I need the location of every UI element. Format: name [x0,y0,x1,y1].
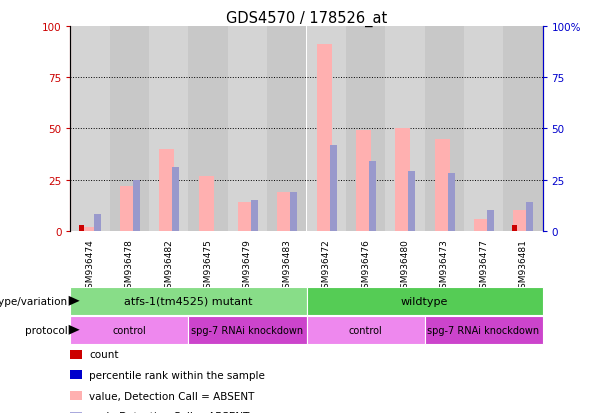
Bar [385,27,424,231]
Bar [70,27,110,231]
Bar [512,225,517,231]
Bar [133,180,140,231]
Bar [408,172,416,231]
Bar [424,27,464,231]
Text: genotype/variation: genotype/variation [0,296,67,306]
Bar [110,27,149,231]
Text: spg-7 RNAi knockdown: spg-7 RNAi knockdown [427,325,539,335]
Bar [474,219,489,231]
Bar [487,211,494,231]
Text: wildtype: wildtype [401,296,448,306]
Bar [317,45,332,231]
Bar [172,168,180,231]
Bar [369,162,376,231]
Bar [503,27,543,231]
Text: control: control [349,325,383,335]
Bar [291,192,297,231]
Bar [238,203,253,231]
Bar [435,139,450,231]
Bar [330,145,337,231]
Bar [120,186,135,231]
Text: protocol: protocol [25,325,67,335]
Bar [267,27,306,231]
Bar [306,27,346,231]
Bar [94,215,101,231]
Text: value, Detection Call = ABSENT: value, Detection Call = ABSENT [89,391,254,401]
Text: spg-7 RNAi knockdown: spg-7 RNAi knockdown [191,325,303,335]
Bar [81,227,96,231]
Bar [79,225,84,231]
Bar [189,27,228,231]
Bar [395,129,410,231]
Bar [149,27,189,231]
Bar [159,150,174,231]
Bar [447,174,455,231]
Bar [464,27,503,231]
Text: atfs-1(tm4525) mutant: atfs-1(tm4525) mutant [124,296,253,306]
Text: count: count [89,349,118,359]
Bar [251,201,258,231]
Bar [514,211,528,231]
Bar [527,203,533,231]
Bar [199,176,214,231]
Text: percentile rank within the sample: percentile rank within the sample [89,370,265,380]
Bar [356,131,371,231]
Text: GDS4570 / 178526_at: GDS4570 / 178526_at [226,10,387,26]
Bar [278,192,292,231]
Bar [346,27,385,231]
Text: rank, Detection Call = ABSENT: rank, Detection Call = ABSENT [89,411,249,413]
Text: control: control [113,325,147,335]
Bar [228,27,267,231]
